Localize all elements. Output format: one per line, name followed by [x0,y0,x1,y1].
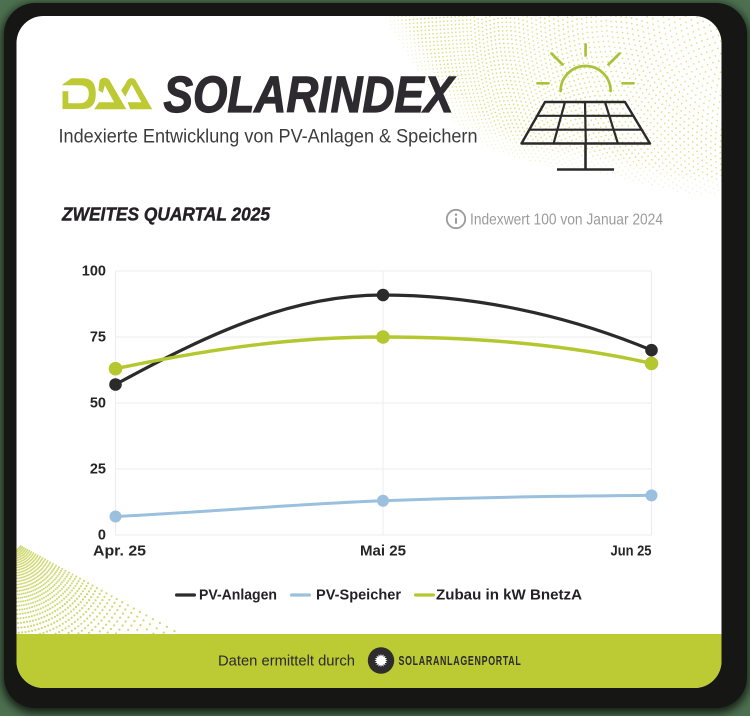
svg-text:0: 0 [98,528,106,544]
svg-text:75: 75 [90,330,106,346]
svg-text:25: 25 [90,462,106,478]
svg-text:PV-Anlagen: PV-Anlagen [199,588,277,604]
svg-text:ZWEITES QUARTAL 2025: ZWEITES QUARTAL 2025 [61,205,271,225]
svg-text:SOLARANLAGENPORTAL: SOLARANLAGENPORTAL [399,654,522,668]
svg-text:Indexwert 100 von Januar 2024: Indexwert 100 von Januar 2024 [470,212,663,229]
svg-text:SOLARINDEX: SOLARINDEX [164,66,457,123]
svg-text:Zubau in kW BnetzA: Zubau in kW BnetzA [436,588,583,604]
svg-text:Apr. 25: Apr. 25 [93,544,146,560]
svg-text:Daten ermittelt durch: Daten ermittelt durch [218,653,355,670]
svg-text:Jun 25: Jun 25 [611,544,652,560]
svg-text:50: 50 [90,396,106,412]
svg-text:100: 100 [82,264,106,280]
svg-text:Indexierte Entwicklung von PV-: Indexierte Entwicklung von PV-Anlagen & … [59,126,478,148]
svg-text:PV-Speicher: PV-Speicher [316,588,401,604]
svg-text:Mai 25: Mai 25 [360,544,406,560]
